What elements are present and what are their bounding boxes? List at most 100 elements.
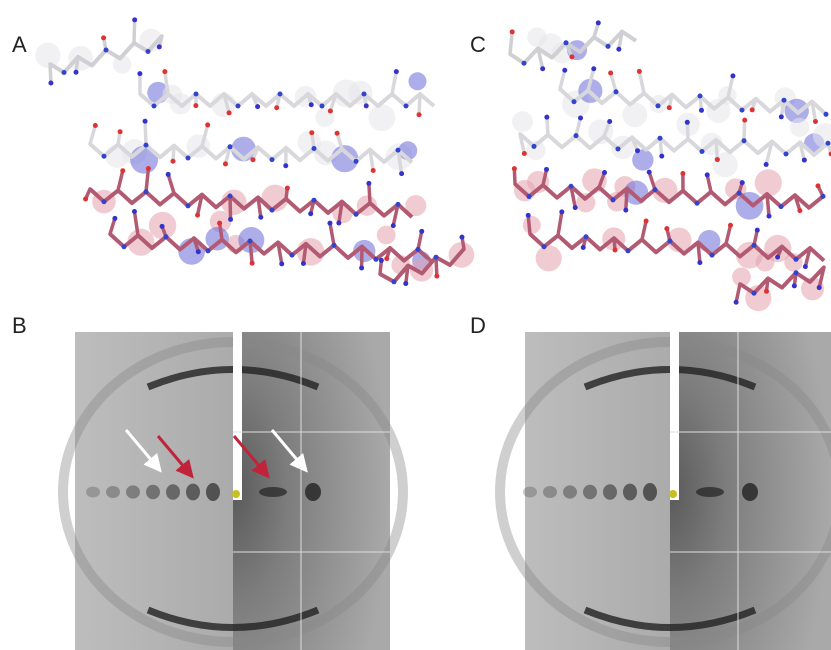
atom [186,155,191,160]
atom [755,228,760,233]
atom [270,208,275,213]
reflection [146,485,160,499]
beam-center [232,490,240,498]
atom [742,138,747,143]
atom [193,103,198,108]
beam-center [669,490,677,498]
atom-sphere [297,238,325,266]
panel-label: B [12,313,27,338]
atom [312,198,317,203]
atom [544,167,549,172]
atom [164,234,169,239]
atom [710,253,715,258]
atom [728,223,733,228]
atom [667,105,672,110]
atom-sphere [755,169,782,196]
atom [797,208,802,213]
atom-sphere [523,216,541,234]
side-chain [611,73,616,92]
atom-sphere [408,72,426,90]
reflection [206,483,220,501]
atom [392,279,397,284]
side-chain [660,138,662,156]
atom [320,104,325,109]
atom [132,209,137,214]
atom [730,73,735,78]
atom [782,98,787,103]
atom [522,61,527,66]
atom [606,44,611,49]
atom [146,49,151,54]
atom [396,148,401,153]
atom [644,219,649,224]
atom [578,115,583,120]
reflection [742,483,758,501]
atom [623,208,628,213]
side-chain [406,266,408,284]
atom [146,166,151,171]
side-chain [134,20,135,43]
atom [700,149,705,154]
side-chain [145,121,146,145]
atom [527,194,532,199]
atom [417,112,422,117]
reflection [523,487,537,498]
side-chain [50,64,51,83]
atom [62,70,67,75]
atom [574,133,579,138]
atom [647,170,652,175]
reflection [643,483,657,501]
atom [792,283,797,288]
atom [695,201,700,206]
atom [569,184,574,189]
atom [705,172,710,177]
atom [206,248,211,253]
atom [101,35,106,40]
atom [581,245,586,250]
side-chain [250,241,252,263]
atom-sphere [536,245,562,271]
backbone [520,134,828,155]
atom [460,235,465,240]
atom [354,159,359,164]
atom [102,199,107,204]
atom [83,197,88,202]
side-chain [687,122,688,139]
atom [196,249,201,254]
atom [540,66,545,71]
atom [698,94,703,99]
atom [186,203,191,208]
atom [434,255,439,260]
reflection [305,483,321,501]
atom [223,161,228,166]
atom [143,119,148,124]
atom [236,104,241,109]
atom [371,168,376,173]
atom [803,264,808,269]
atom [614,89,619,94]
molecular-structure-c [510,20,831,311]
atom [794,257,799,262]
atom [542,244,547,249]
atom [658,136,663,141]
side-chain [392,72,396,94]
atom [120,168,125,173]
atom [532,144,537,149]
atom [250,261,255,266]
atom [591,66,596,71]
atom [399,171,404,176]
reflection [259,487,287,497]
atom [374,257,379,262]
side-chain [626,188,627,210]
atom [205,122,210,127]
atom [522,151,527,156]
atom [740,180,745,185]
molecular-structure-a [35,17,474,286]
side-chain [698,242,700,262]
atom [152,104,157,109]
atom [737,190,742,195]
atom [813,119,818,124]
atom [194,92,199,97]
atom [510,29,515,34]
atom [144,189,149,194]
